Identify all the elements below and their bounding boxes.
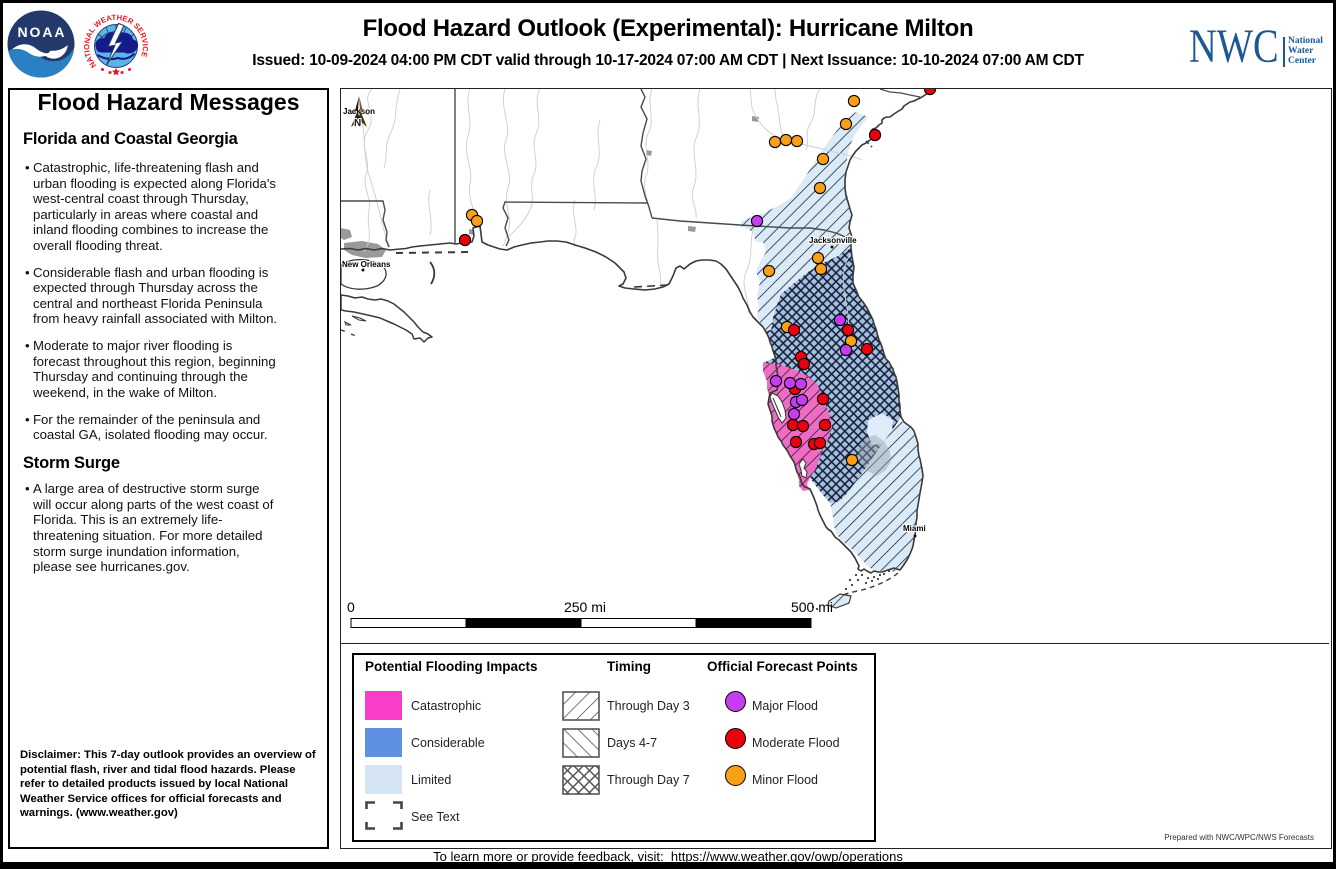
svg-text:250 mi: 250 mi	[564, 599, 606, 615]
svg-text:500 mi: 500 mi	[791, 599, 833, 615]
svg-text:Jackson: Jackson	[343, 107, 375, 116]
svg-text:New Orleans: New Orleans	[342, 260, 391, 269]
svg-text:Miami: Miami	[903, 524, 926, 533]
svg-text:N: N	[354, 118, 361, 129]
svg-text:Jacksonville: Jacksonville	[809, 236, 857, 245]
svg-text:0: 0	[347, 599, 355, 615]
